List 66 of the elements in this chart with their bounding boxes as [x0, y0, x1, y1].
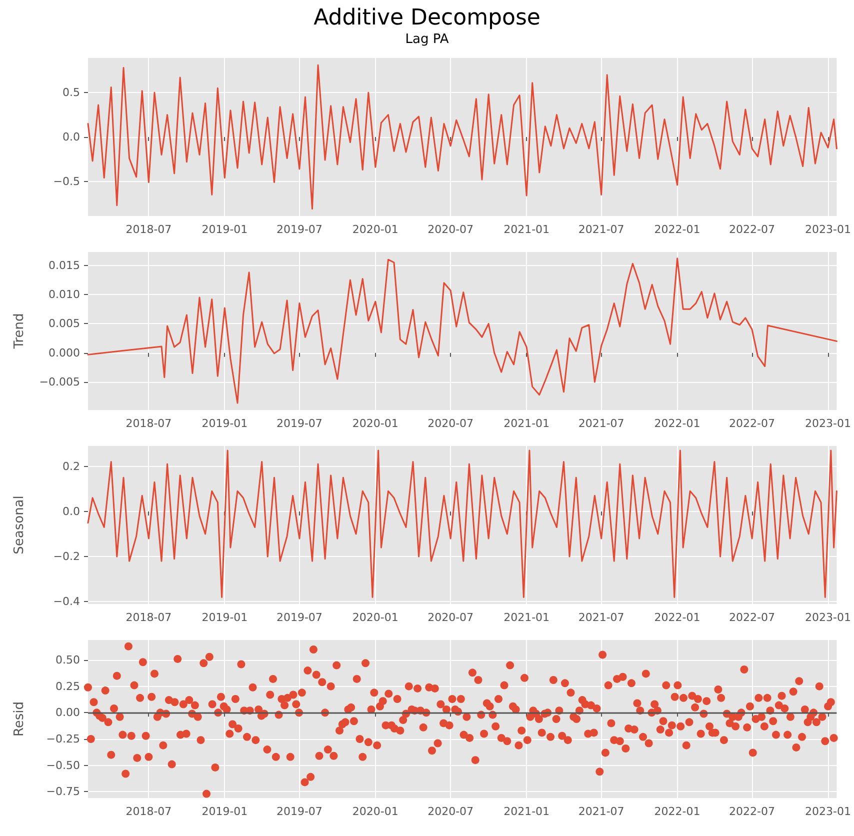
x-tick-label: 2021-07 [578, 611, 624, 624]
y-tick-label: 0.0 [62, 504, 80, 518]
y-tick-label: −0.50 [46, 758, 80, 772]
x-tick-label: 2019-01 [202, 805, 248, 818]
x-tick-label: 2020-01 [352, 805, 398, 818]
x-tick-label: 2020-07 [428, 611, 474, 624]
y-axis-title: Seasonal [12, 496, 27, 554]
x-tick-label: 2018-07 [126, 223, 172, 236]
y-tick-label: 0.50 [56, 654, 80, 667]
x-tick-label: 2023-01 [805, 223, 852, 236]
y-tick-label: 0.000 [48, 346, 80, 360]
x-tick-label: 2018-07 [126, 417, 172, 430]
x-tick-label: 2022-07 [729, 223, 776, 236]
x-tick-label: 2021-07 [578, 417, 624, 430]
y-tick-label: 0.25 [56, 680, 80, 693]
y-tick-label: 0.0 [62, 130, 80, 144]
chart-title: Additive Decompose [314, 6, 540, 30]
x-tick-label: 2021-01 [504, 611, 550, 624]
y-tick-label: 0.015 [48, 258, 80, 272]
x-tick-label: 2019-07 [276, 805, 322, 818]
x-tick-label: 2023-01 [805, 611, 852, 624]
x-tick-label: 2019-01 [202, 417, 248, 430]
y-tick-label: −0.2 [53, 550, 80, 564]
x-tick-label: 2022-01 [654, 805, 700, 818]
y-tick-label: 0.2 [62, 460, 80, 473]
x-tick-label: 2021-07 [578, 223, 624, 236]
x-tick-label: 2021-07 [578, 805, 624, 818]
x-tick-label: 2021-01 [504, 417, 550, 430]
x-tick-label: 2020-01 [352, 223, 398, 236]
x-tick-label: 2022-07 [729, 417, 776, 430]
y-tick-label: 0.005 [48, 317, 80, 330]
line-series [87, 64, 838, 210]
line-series [87, 258, 838, 404]
x-tick-label: 2021-01 [504, 805, 550, 818]
x-tick-label: 2023-01 [805, 417, 852, 430]
x-tick-label: 2019-01 [202, 223, 248, 236]
x-tick-label: 2019-07 [276, 611, 322, 624]
x-tick-label: 2020-01 [352, 611, 398, 624]
y-tick-label: −0.5 [53, 174, 80, 188]
y-tick-label: −0.005 [39, 376, 80, 389]
x-tick-label: 2018-07 [126, 805, 172, 818]
x-tick-label: 2023-01 [805, 805, 852, 818]
x-tick-label: 2022-07 [729, 805, 776, 818]
y-axis-title: Resid [12, 701, 27, 737]
x-tick-label: 2020-07 [428, 223, 474, 236]
x-tick-label: 2019-07 [276, 223, 322, 236]
x-tick-label: 2022-07 [729, 611, 776, 624]
y-tick-label: 0.010 [48, 288, 80, 302]
y-tick-label: 0.5 [62, 86, 80, 100]
x-tick-label: 2022-01 [654, 611, 700, 624]
x-tick-label: 2019-01 [202, 611, 248, 624]
x-tick-label: 2022-01 [654, 223, 700, 236]
x-tick-label: 2019-07 [276, 417, 322, 430]
x-tick-label: 2020-01 [352, 417, 398, 430]
line-series [87, 450, 838, 598]
y-tick-label: −0.75 [46, 785, 80, 798]
x-tick-label: 2018-07 [126, 611, 172, 624]
y-tick-label: −0.25 [46, 732, 80, 746]
x-tick-label: 2020-07 [428, 805, 474, 818]
x-tick-label: 2021-01 [504, 223, 550, 236]
y-axis-title: Trend [12, 313, 27, 350]
y-tick-label: −0.4 [53, 595, 80, 608]
x-tick-label: 2020-07 [428, 417, 474, 430]
x-tick-label: 2022-01 [654, 417, 700, 430]
y-tick-label: 0.00 [56, 706, 80, 720]
chart-subtitle: Lag PA [405, 32, 449, 47]
